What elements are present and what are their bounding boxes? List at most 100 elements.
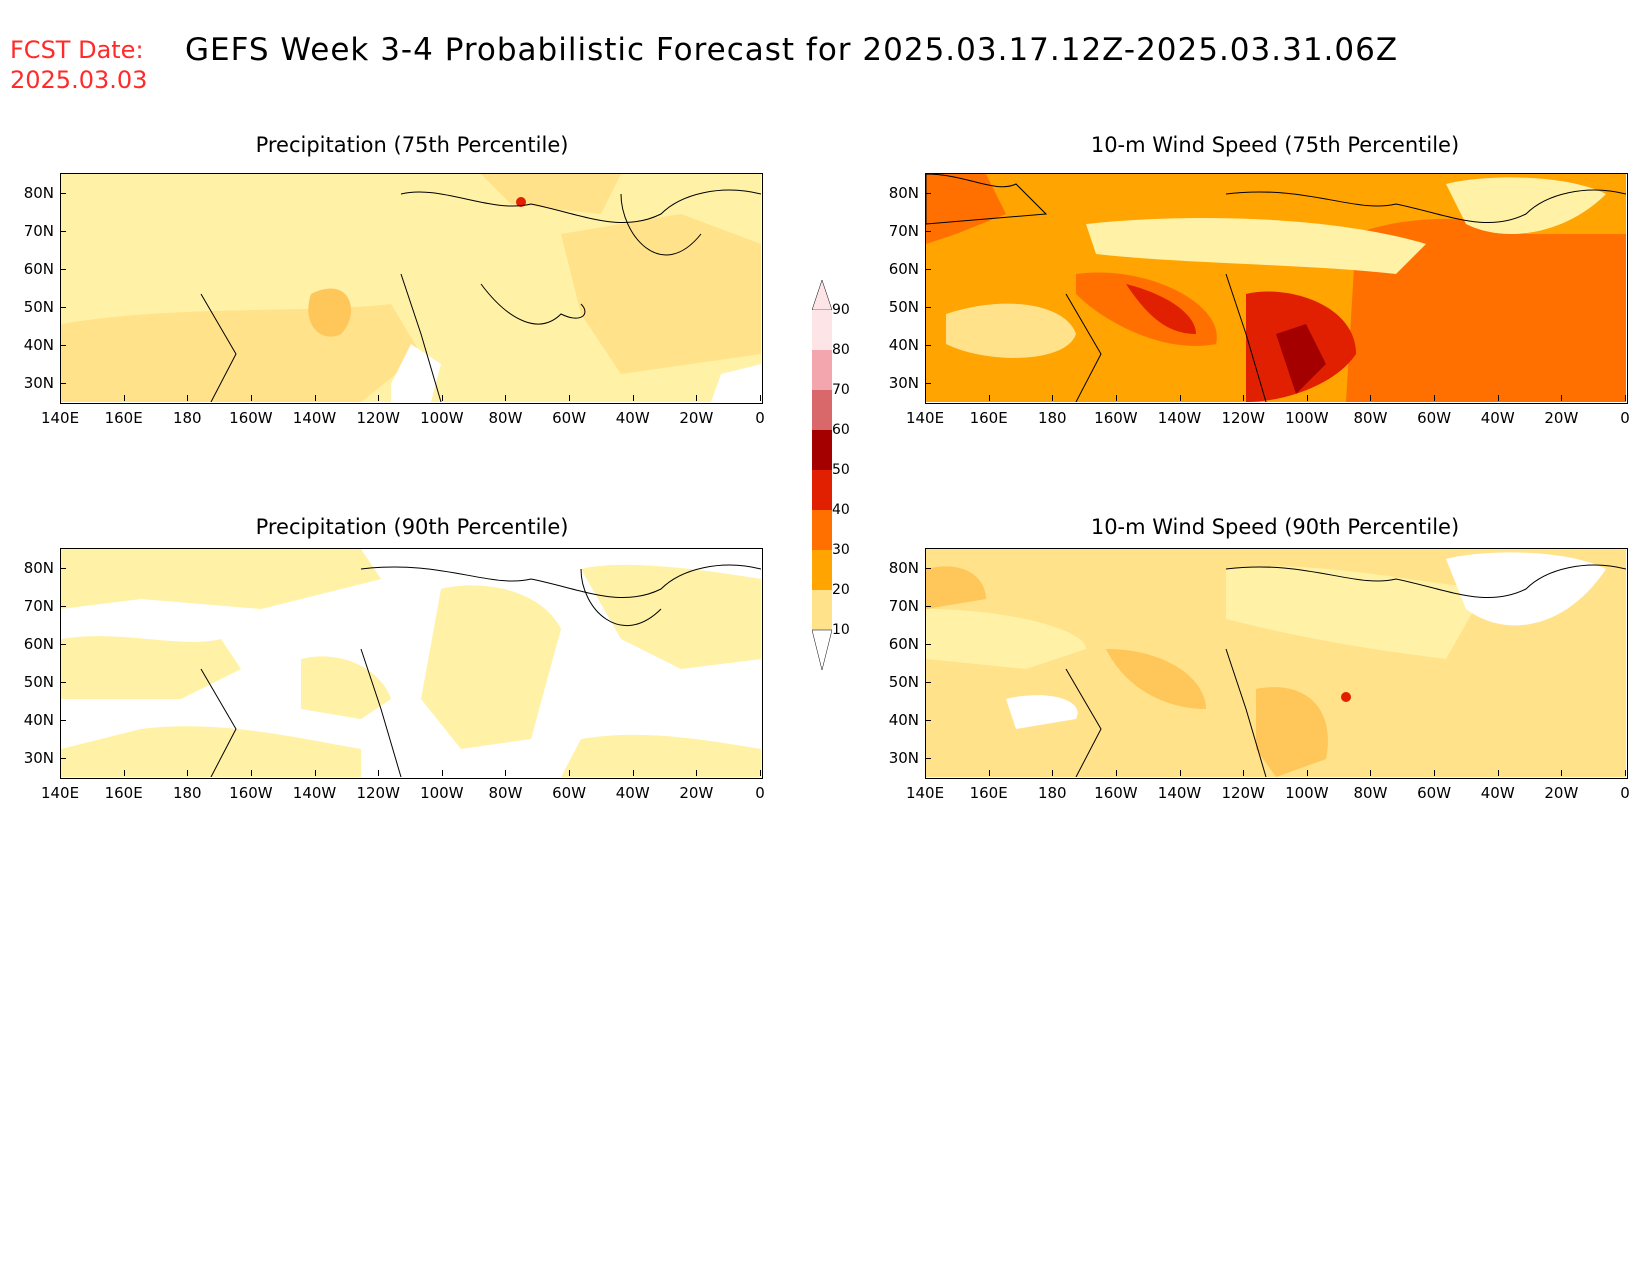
- lon-label: 60W: [1417, 409, 1452, 427]
- lon-tick: [1434, 395, 1436, 401]
- lat-tick: [60, 268, 66, 270]
- lon-label: 100W: [1285, 409, 1329, 427]
- lat-label: 50N: [23, 297, 54, 316]
- lon-tick: [1497, 770, 1499, 776]
- lon-tick: [925, 395, 926, 401]
- colorbar-level-label: 90: [832, 302, 850, 318]
- lon-tick: [441, 395, 443, 401]
- colorbar-box: [812, 310, 832, 350]
- lon-tick: [1370, 770, 1372, 776]
- lat-tick: [925, 382, 931, 384]
- lat-tick: [60, 719, 66, 721]
- lon-tick: [314, 770, 316, 776]
- panel-title-wind75: 10-m Wind Speed (75th Percentile): [1090, 133, 1460, 157]
- lat-tick: [925, 192, 931, 194]
- lon-label: 0: [1620, 784, 1630, 802]
- lat-tick: [925, 643, 931, 645]
- lat-label: 50N: [888, 672, 919, 691]
- colorbar-level-label: 60: [832, 422, 850, 438]
- lat-tick: [925, 757, 931, 759]
- lon-label: 160W: [1094, 784, 1138, 802]
- lon-label: 160W: [229, 784, 273, 802]
- lat-label: 80N: [23, 183, 54, 202]
- lon-label: 160E: [969, 409, 1008, 427]
- lat-tick: [925, 306, 931, 308]
- lat-label: 30N: [23, 373, 54, 392]
- lon-tick: [250, 395, 252, 401]
- lat-tick: [925, 268, 931, 270]
- lon-tick: [1306, 770, 1308, 776]
- panel-title-precip75: Precipitation (75th Percentile): [255, 133, 569, 157]
- lon-tick: [1370, 395, 1372, 401]
- lat-tick: [60, 382, 66, 384]
- lon-tick: [1052, 395, 1054, 401]
- colorbar-box: [812, 550, 832, 590]
- lon-label: 120W: [356, 409, 400, 427]
- lon-tick: [1434, 770, 1436, 776]
- lon-label: 100W: [420, 409, 464, 427]
- colorbar-level-label: 50: [832, 462, 850, 478]
- lon-tick: [1179, 770, 1181, 776]
- colorbar-box: [812, 470, 832, 510]
- lon-label: 120W: [356, 784, 400, 802]
- map-wind90: [925, 548, 1628, 779]
- colorbar-bottom-arrow: [811, 629, 833, 671]
- lat-tick: [60, 344, 66, 346]
- lon-label: 80W: [488, 409, 523, 427]
- lon-label: 180: [1037, 784, 1067, 802]
- lon-label: 140W: [1157, 409, 1202, 427]
- map-precip90: [60, 548, 763, 779]
- lon-tick: [632, 770, 634, 776]
- lon-label: 60W: [1417, 784, 1452, 802]
- lat-label: 70N: [23, 221, 54, 240]
- lon-label: 160E: [104, 784, 143, 802]
- lat-tick: [60, 230, 66, 232]
- lon-tick: [60, 770, 61, 776]
- lon-label: 0: [755, 784, 765, 802]
- lon-label: 120W: [1221, 784, 1265, 802]
- colorbar-box: [812, 390, 832, 430]
- colorbar-level-label: 20: [832, 582, 850, 598]
- lon-tick: [1243, 770, 1245, 776]
- lon-label: 180: [1037, 409, 1067, 427]
- colorbar-level-label: 30: [832, 542, 850, 558]
- lat-label: 60N: [888, 634, 919, 653]
- lon-label: 20W: [679, 784, 714, 802]
- colorbar-top-arrow: [811, 279, 833, 311]
- lat-tick: [60, 567, 66, 569]
- lon-tick: [187, 770, 189, 776]
- lon-label: 60W: [552, 784, 587, 802]
- lat-label: 40N: [23, 335, 54, 354]
- lat-label: 60N: [23, 634, 54, 653]
- lon-tick: [505, 395, 507, 401]
- lon-label: 100W: [420, 784, 464, 802]
- lon-tick: [378, 770, 380, 776]
- colorbar: [811, 279, 833, 684]
- lat-tick: [925, 681, 931, 683]
- lon-tick: [988, 770, 990, 776]
- lat-tick: [925, 230, 931, 232]
- lon-label: 40W: [615, 784, 650, 802]
- lat-tick: [925, 567, 931, 569]
- lat-tick: [925, 719, 931, 721]
- lat-label: 40N: [888, 710, 919, 729]
- lon-tick: [696, 395, 698, 401]
- lon-tick: [760, 770, 761, 776]
- colorbar-box: [812, 590, 832, 630]
- lon-label: 20W: [679, 409, 714, 427]
- lat-tick: [925, 344, 931, 346]
- lon-tick: [760, 395, 761, 401]
- lon-label: 160E: [104, 409, 143, 427]
- lon-tick: [123, 770, 125, 776]
- lat-label: 80N: [888, 558, 919, 577]
- lon-tick: [1561, 395, 1563, 401]
- lon-label: 160E: [969, 784, 1008, 802]
- lon-tick: [1561, 770, 1563, 776]
- lon-label: 40W: [615, 409, 650, 427]
- panel-title-precip90: Precipitation (90th Percentile): [255, 515, 569, 539]
- lon-label: 140W: [292, 409, 337, 427]
- colorbar-box: [812, 430, 832, 470]
- lat-label: 40N: [23, 710, 54, 729]
- lon-label: 40W: [1480, 784, 1515, 802]
- lon-tick: [1115, 770, 1117, 776]
